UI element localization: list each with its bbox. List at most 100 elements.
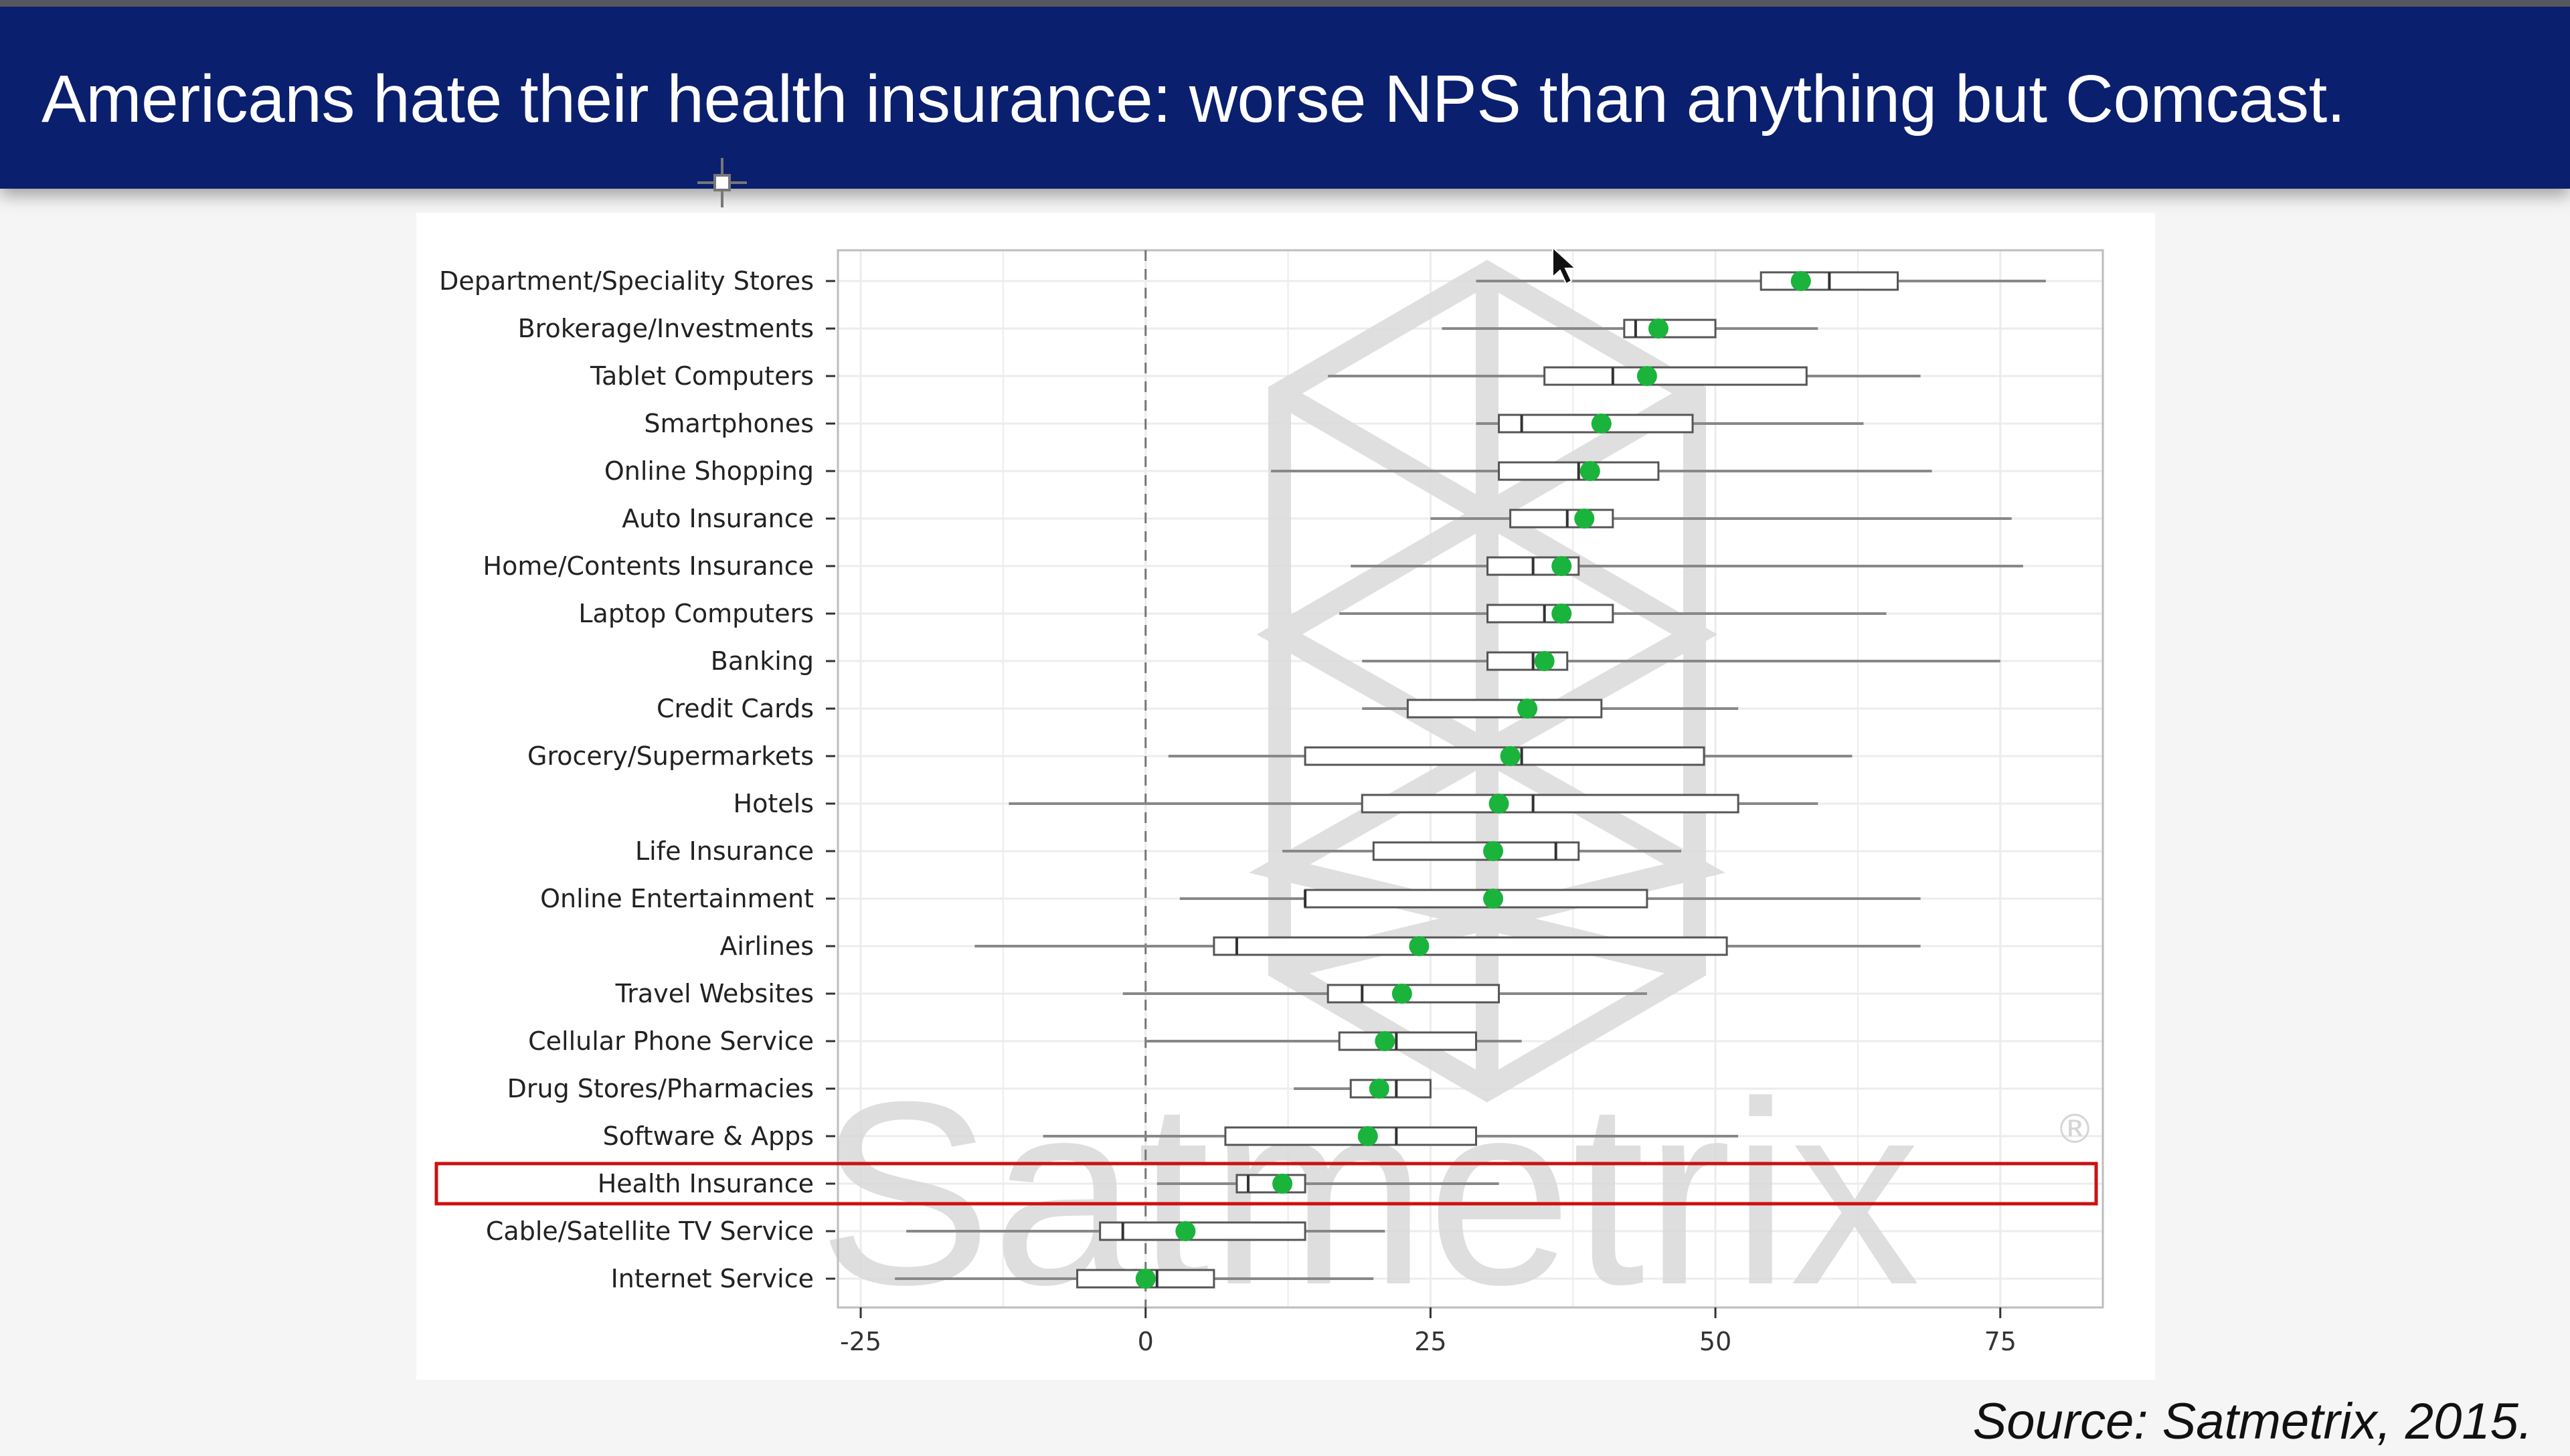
iqr-box xyxy=(1543,366,1808,386)
iqr-box xyxy=(1486,651,1569,671)
mean-point xyxy=(1483,841,1504,861)
plot-frame xyxy=(837,249,2104,1309)
watermark-registered-mark: ® xyxy=(2055,1106,2095,1153)
x-tick-label: 75 xyxy=(1984,1327,2017,1356)
boxplot-chart: Satmetrix ® Department/Speciality Stores… xyxy=(434,249,2104,1356)
iqr-box xyxy=(1361,794,1739,814)
mean-point xyxy=(1534,651,1555,671)
category-label: Cable/Satellite TV Service xyxy=(486,1216,814,1246)
category-label: Travel Websites xyxy=(615,979,814,1008)
box-row xyxy=(1351,556,2023,576)
source-caption: Source: Satmetrix, 2015. xyxy=(1972,1393,2533,1450)
category-label: Airlines xyxy=(719,931,814,961)
box-row xyxy=(1271,461,1932,481)
category-label: Brokerage/Investments xyxy=(518,314,814,343)
box-row xyxy=(1476,271,2046,291)
box-row xyxy=(1430,509,2012,529)
category-label: Department/Speciality Stores xyxy=(439,266,814,296)
iqr-box xyxy=(1304,889,1648,909)
mean-point xyxy=(1790,271,1811,291)
category-label: Auto Insurance xyxy=(622,504,814,533)
category-label: Life Insurance xyxy=(635,836,814,866)
watermark-logo-icon xyxy=(1249,260,1725,1103)
mean-point xyxy=(1517,699,1538,719)
category-label: Internet Service xyxy=(611,1264,814,1293)
iqr-box xyxy=(1406,699,1603,719)
category-label: Laptop Computers xyxy=(578,599,814,628)
iqr-box xyxy=(1372,841,1580,861)
mean-point xyxy=(1591,414,1612,434)
iqr-box xyxy=(1623,318,1717,339)
mean-point xyxy=(1175,1221,1196,1241)
mean-point xyxy=(1272,1174,1293,1194)
mean-point xyxy=(1483,889,1504,909)
x-tick-label: 25 xyxy=(1414,1327,1446,1356)
title-banner: Americans hate their health insurance: w… xyxy=(0,0,2570,189)
box-row xyxy=(1179,889,1921,909)
mean-point xyxy=(1551,604,1572,624)
category-label: Credit Cards xyxy=(657,694,814,723)
category-label: Software & Apps xyxy=(603,1121,814,1151)
highlight-frame xyxy=(434,1162,2098,1206)
iqr-box xyxy=(1486,604,1614,624)
mean-point xyxy=(1369,1079,1389,1099)
y-axis-labels: Department/Speciality Stores Brokerage/In… xyxy=(439,266,835,1293)
mean-point xyxy=(1357,1126,1378,1146)
arrow-cursor-icon xyxy=(1552,246,1577,285)
box-row xyxy=(1156,1174,1499,1194)
mean-point xyxy=(1551,556,1572,576)
box-row xyxy=(1122,984,1647,1004)
mean-point xyxy=(1409,936,1430,956)
iqr-box xyxy=(1326,984,1501,1004)
category-label: Online Entertainment xyxy=(540,884,814,913)
category-label: Cellular Phone Service xyxy=(528,1026,814,1056)
mean-point xyxy=(1135,1269,1156,1289)
box-row xyxy=(1043,1126,1739,1146)
iqr-box xyxy=(1349,1079,1432,1099)
category-label: Hotels xyxy=(734,789,814,818)
plot-border xyxy=(837,249,2104,1309)
box-row xyxy=(1328,366,1921,386)
box-row xyxy=(1362,699,1739,719)
mean-point xyxy=(1391,984,1412,1004)
mean-point xyxy=(1579,461,1600,481)
box-row xyxy=(895,1269,1374,1289)
box-row xyxy=(1282,841,1681,861)
category-label: Grocery/Supermarkets xyxy=(527,741,814,771)
iqr-box xyxy=(1099,1221,1306,1241)
x-axis: -25 0 25 50 75 xyxy=(840,1307,2017,1356)
x-tick-label: 50 xyxy=(1699,1327,1731,1356)
chart-panel: Satmetrix ® Department/Speciality Stores… xyxy=(416,213,2155,1380)
health-insurance-highlight xyxy=(434,1162,2098,1206)
category-label: Health Insurance xyxy=(598,1169,814,1198)
box-series xyxy=(895,271,2046,1289)
iqr-box xyxy=(1338,1031,1478,1051)
category-label: Smartphones xyxy=(644,409,814,438)
category-label: Banking xyxy=(711,646,814,676)
x-tick-label: -25 xyxy=(840,1327,881,1356)
category-label: Online Shopping xyxy=(604,456,814,486)
box-row xyxy=(974,936,1921,956)
category-label: Tablet Computers xyxy=(590,361,814,391)
box-row xyxy=(906,1221,1385,1241)
slide-title: Americans hate their health insurance: w… xyxy=(41,62,2346,136)
category-label: Drug Stores/Pharmacies xyxy=(507,1074,814,1103)
category-label: Home/Contents Insurance xyxy=(483,551,814,581)
box-row xyxy=(1009,794,1818,814)
mean-point xyxy=(1648,318,1668,339)
iqr-box xyxy=(1213,936,1728,956)
mean-point xyxy=(1636,366,1657,386)
iqr-box xyxy=(1509,509,1614,529)
box-row xyxy=(1476,414,1864,434)
mean-point xyxy=(1574,509,1595,529)
x-tick-label: 0 xyxy=(1138,1327,1154,1356)
mean-point xyxy=(1488,794,1509,814)
box-row xyxy=(1442,318,1818,339)
box-row xyxy=(1294,1079,1432,1099)
box-row xyxy=(1362,651,2000,671)
box-row xyxy=(1168,746,1853,766)
mean-point xyxy=(1375,1031,1395,1051)
iqr-box xyxy=(1224,1126,1478,1146)
move-cursor-icon xyxy=(697,158,747,207)
